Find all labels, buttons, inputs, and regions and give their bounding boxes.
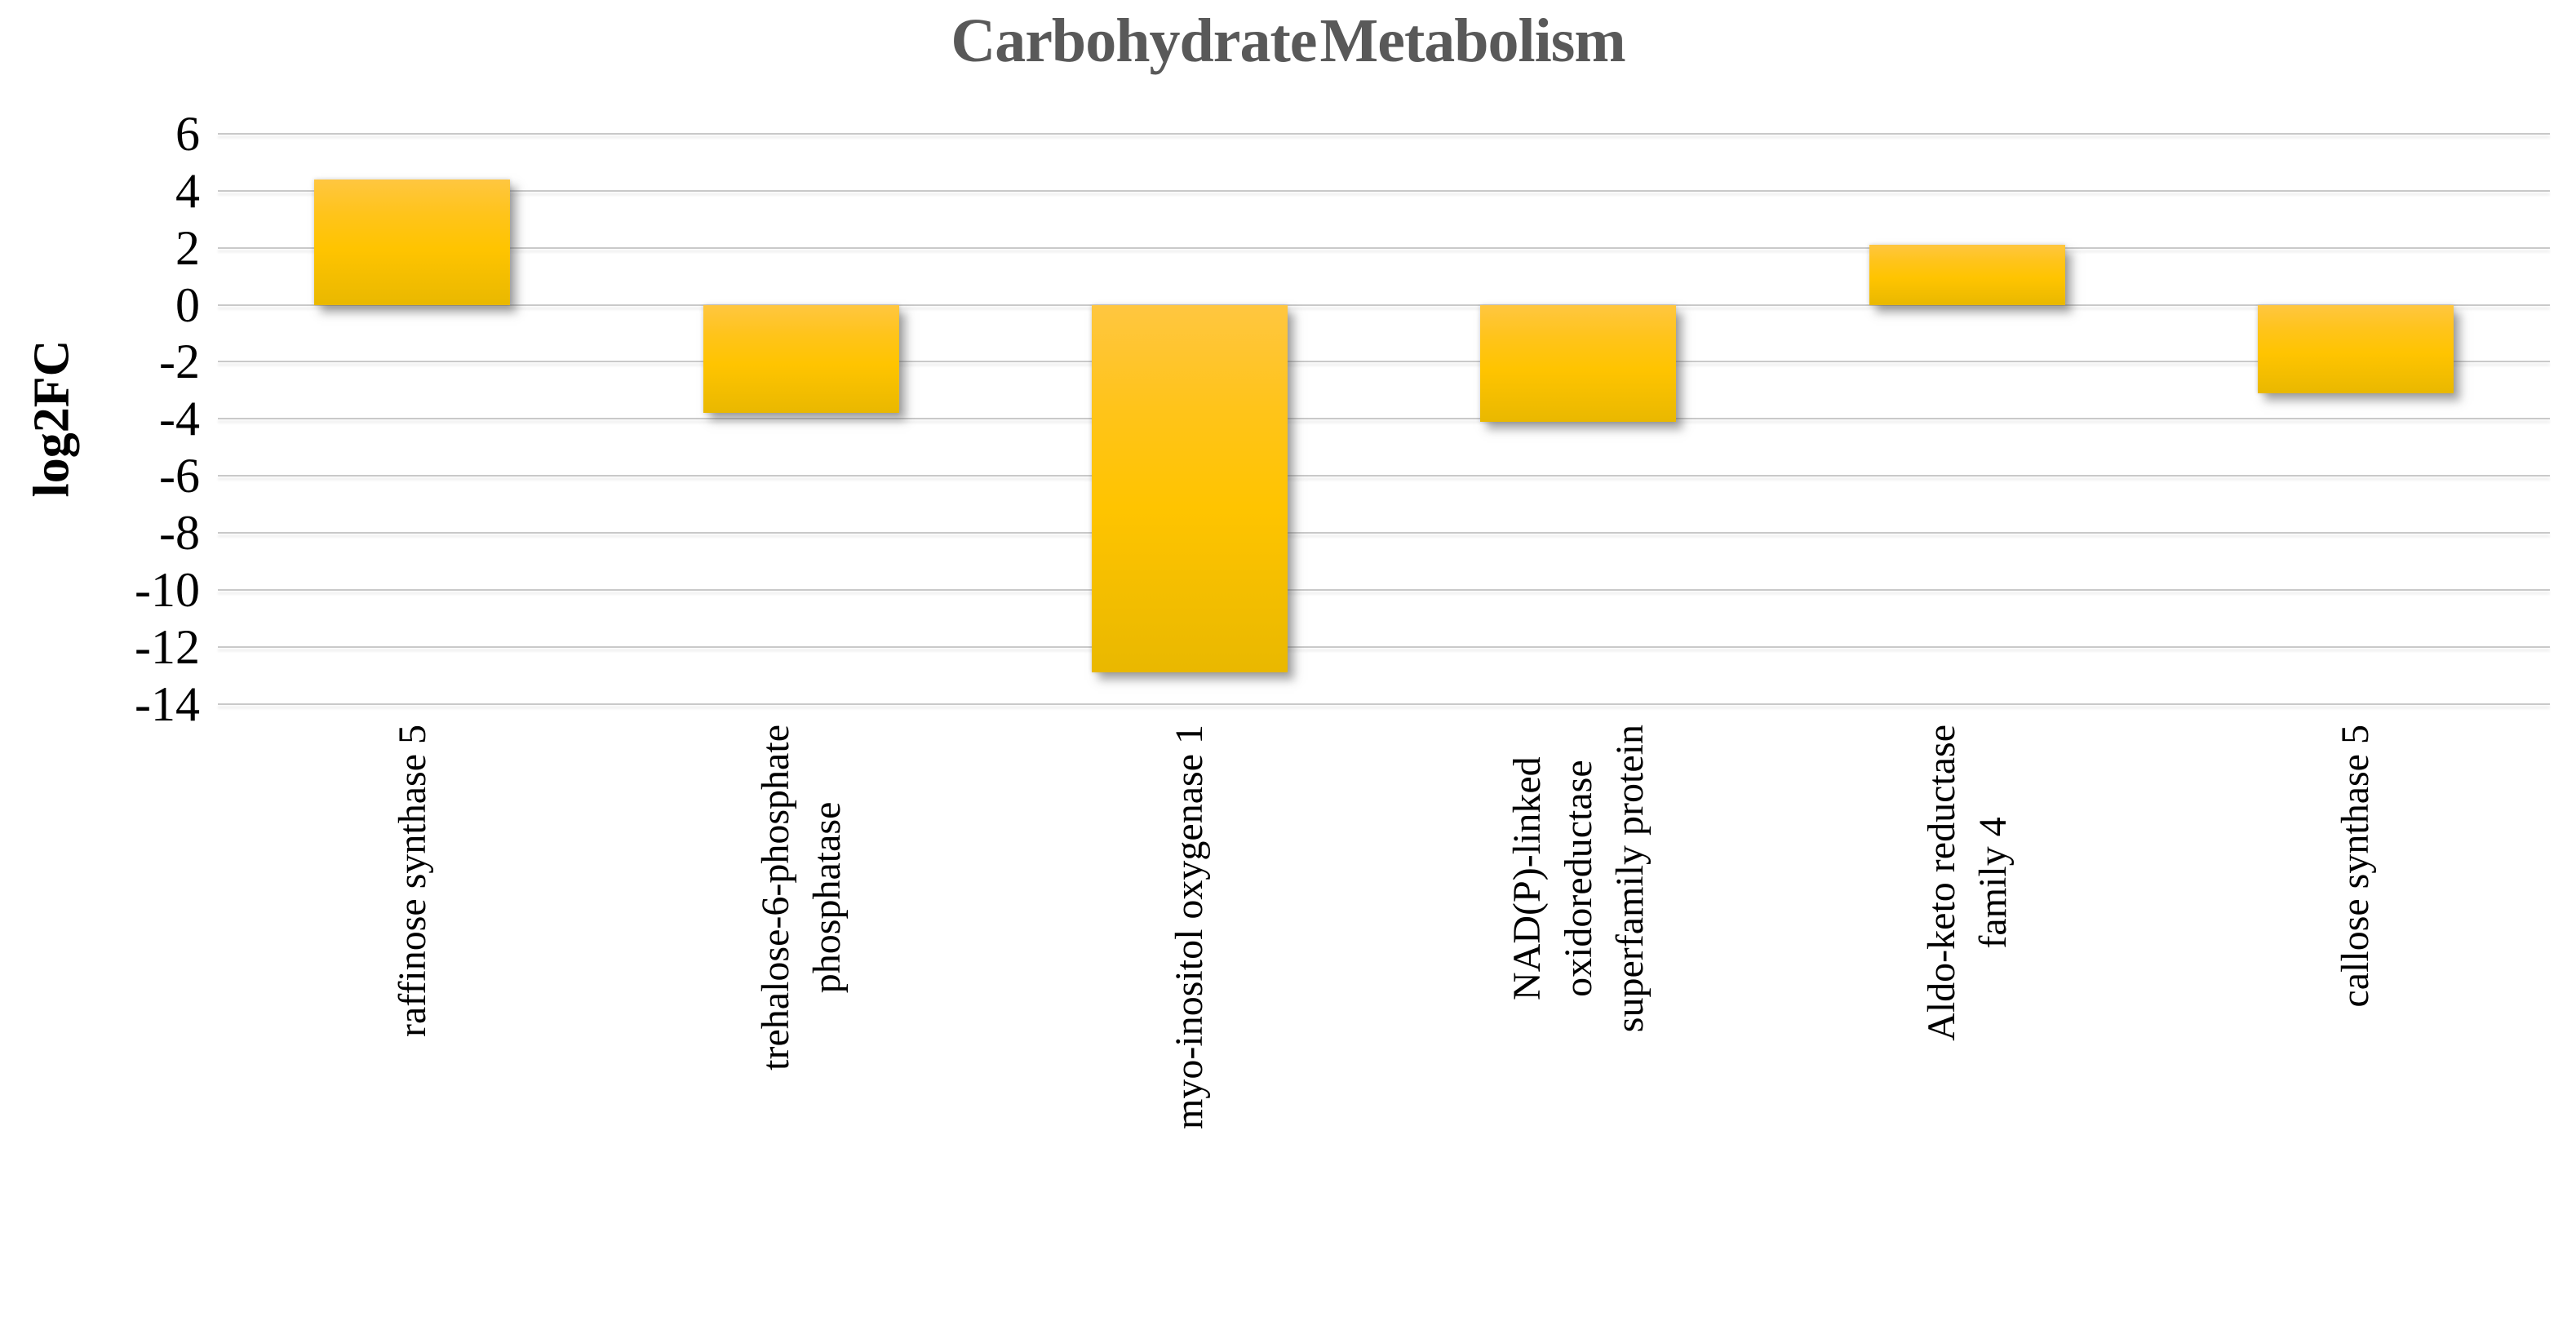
gridline	[218, 532, 2550, 534]
bar	[2257, 304, 2454, 393]
bar	[1869, 245, 2065, 305]
gridline	[218, 475, 2550, 477]
bar	[1091, 304, 1288, 673]
y-tick-label: 4	[175, 163, 200, 218]
y-tick-label: -8	[159, 506, 200, 561]
bar	[314, 179, 511, 305]
y-tick-label: 2	[175, 220, 200, 275]
gridline	[218, 645, 2550, 648]
gridline	[218, 133, 2550, 135]
y-tick-label: -14	[135, 676, 200, 731]
y-tick-label: -10	[135, 562, 200, 617]
gridline	[218, 703, 2550, 705]
y-tick-label: -2	[159, 335, 200, 389]
y-tick-label: -4	[159, 392, 200, 446]
y-tick-label: -6	[159, 449, 200, 503]
bar	[1480, 304, 1677, 422]
gridline	[218, 304, 2550, 306]
gridline	[218, 189, 2550, 192]
y-tick-label: 0	[175, 277, 200, 332]
gridline	[218, 246, 2550, 249]
bar	[703, 304, 899, 414]
y-tick-label: 6	[175, 107, 200, 161]
chart-title: Carbohydrate Metabolism	[951, 7, 1625, 75]
gridline	[218, 361, 2550, 363]
gridline	[218, 588, 2550, 591]
y-tick-label: -12	[135, 619, 200, 674]
gridline	[218, 418, 2550, 420]
